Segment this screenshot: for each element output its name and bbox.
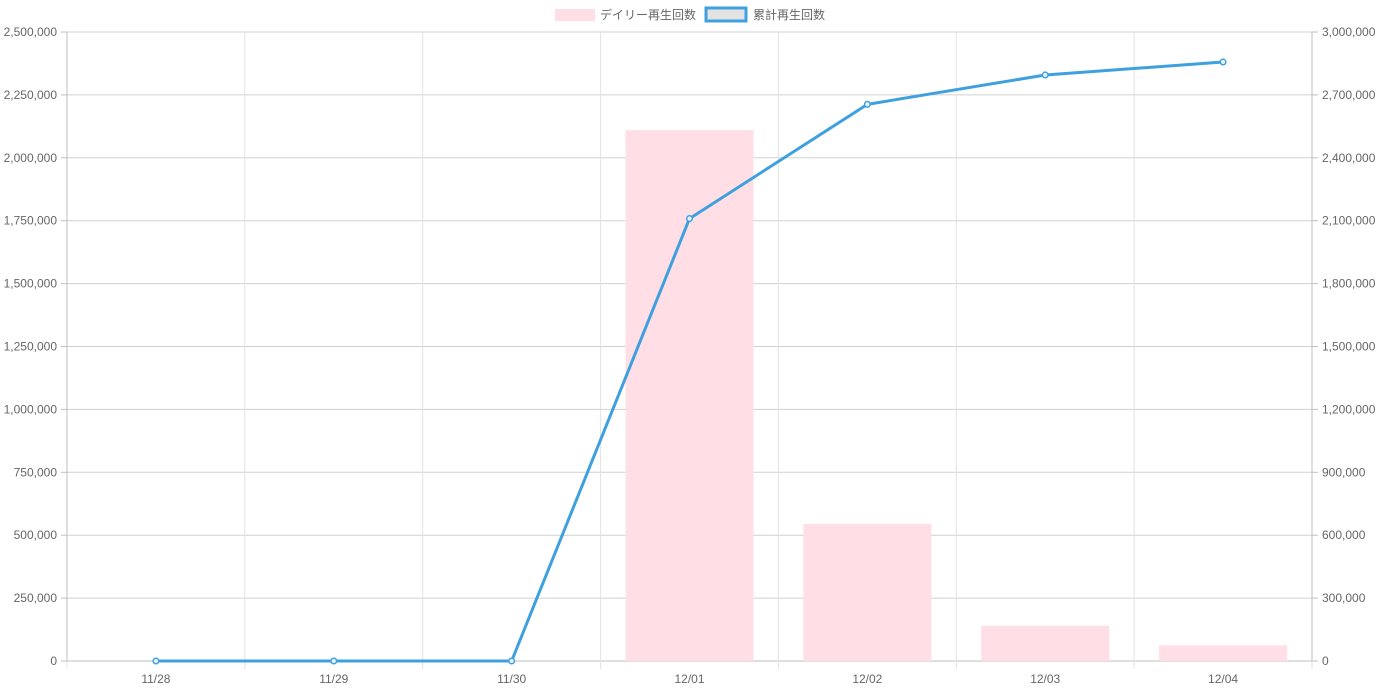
legend-label-cumulative[interactable]: 累計再生回数 [753,7,825,22]
y-left-tick-label: 0 [50,654,57,668]
y-left-tick-label: 1,000,000 [4,402,58,416]
y-left-tick-label: 2,250,000 [4,88,58,102]
legend-label-daily[interactable]: デイリー再生回数 [600,7,696,22]
y-right-tick-label: 0 [1322,654,1329,668]
axes: 0 250,000 500,000 750,000 1,000,000 1,250,000… [4,25,1376,686]
y-left-tick-label: 500,000 [14,528,58,542]
y-right-tick-label: 2,700,000 [1322,88,1376,102]
y-right-tick-label: 1,200,000 [1322,402,1376,416]
y-left-tick-label: 1,250,000 [4,340,58,354]
legend-swatch-cumulative[interactable] [704,6,748,23]
y-right-tick-label: 600,000 [1322,528,1366,542]
bar-daily-12-01[interactable] [625,130,754,661]
y-left-tick-label: 1,750,000 [4,214,58,228]
y-right-tick-label: 2,400,000 [1322,151,1376,165]
legend-swatch-daily[interactable] [555,9,595,21]
x-tick-label: 12/01 [674,672,704,686]
y-right-tick-label: 1,500,000 [1322,340,1376,354]
legend[interactable]: デイリー再生回数 累計再生回数 [555,6,825,23]
point-cumulative-12-03[interactable] [1041,71,1049,79]
y-right-tick-label: 300,000 [1322,591,1366,605]
bar-daily-12-02[interactable] [803,523,932,661]
y-right-tick-label: 2,100,000 [1322,214,1376,228]
line-series [152,58,1227,665]
point-cumulative-11-30[interactable] [508,657,516,665]
point-cumulative-11-28[interactable] [152,657,160,665]
x-tick-label: 11/29 [319,672,348,686]
point-cumulative-11-29[interactable] [330,657,338,665]
x-tick-label: 12/03 [1030,672,1060,686]
y-right-tick-label: 900,000 [1322,465,1366,479]
point-cumulative-12-02[interactable] [863,100,871,108]
y-left-tick-label: 250,000 [14,591,58,605]
x-tick-label: 12/02 [852,672,882,686]
y-right-tick-label: 3,000,000 [1322,25,1376,39]
bar-daily-12-03[interactable] [981,625,1110,661]
y-left-tick-label: 1,500,000 [4,277,58,291]
point-cumulative-12-01[interactable] [685,215,694,223]
y-left-tick-label: 2,500,000 [4,25,58,39]
x-tick-label: 12/04 [1208,672,1238,686]
x-tick-label: 11/30 [497,672,526,686]
y-left-tick-label: 750,000 [14,465,58,479]
y-right-tick-label: 1,800,000 [1322,277,1376,291]
x-tick-label: 11/28 [141,672,170,686]
bar-series [625,130,1288,661]
bar-daily-12-04[interactable] [1159,645,1288,661]
y-left-tick-label: 2,000,000 [4,151,58,165]
point-cumulative-12-04[interactable] [1219,58,1227,66]
